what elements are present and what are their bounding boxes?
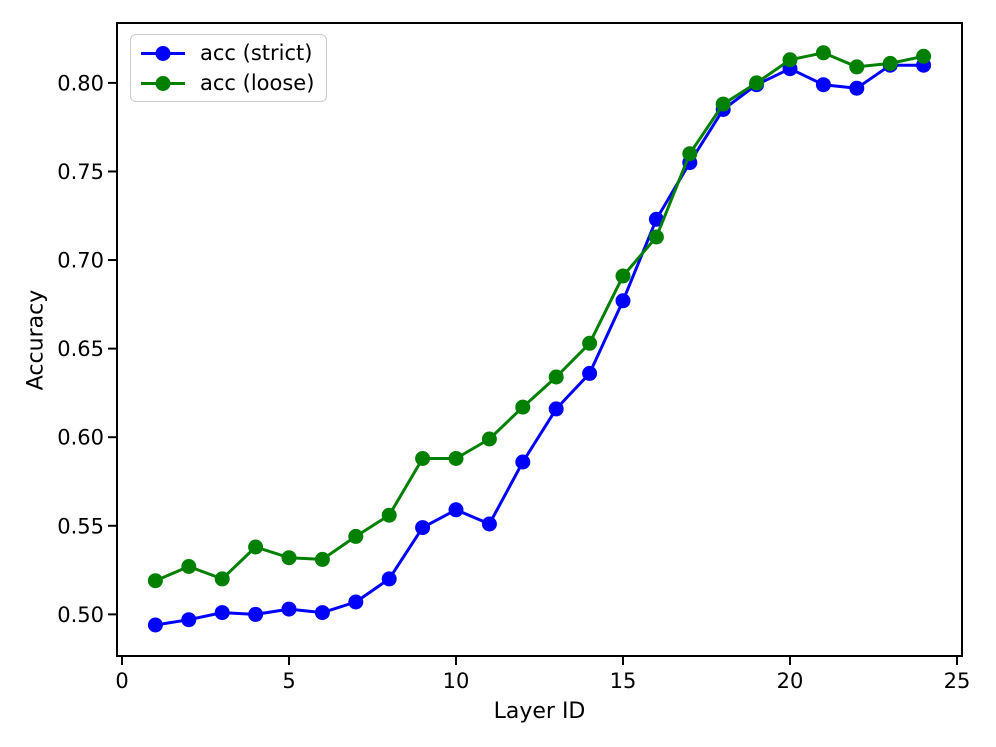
data-point-loose (648, 229, 664, 245)
data-point-loose (214, 571, 230, 587)
data-point-strict (515, 454, 531, 470)
y-axis-label: Accuracy (23, 289, 49, 391)
legend: acc (strict) acc (loose) (130, 34, 328, 102)
data-point-strict (815, 77, 831, 93)
data-point-loose (515, 399, 531, 415)
data-point-loose (582, 335, 598, 351)
data-point-loose (448, 451, 464, 466)
data-point-strict (582, 365, 598, 381)
data-point-strict (615, 293, 631, 309)
data-point-strict (415, 520, 431, 536)
data-point-strict (381, 571, 397, 587)
data-point-strict (648, 211, 664, 227)
y-tick-label: 0.60 (57, 426, 104, 450)
data-point-loose (348, 528, 364, 544)
data-point-loose (916, 48, 932, 64)
data-point-loose (882, 55, 898, 71)
acc-loose-marker-icon (141, 75, 185, 91)
x-tick-label: 25 (944, 669, 971, 693)
acc-loose-legend-dot (155, 75, 171, 91)
data-point-strict (248, 606, 264, 622)
data-point-strict (314, 605, 330, 621)
data-point-loose (782, 52, 798, 68)
plot-border (116, 22, 963, 657)
data-point-strict (448, 502, 464, 518)
data-point-loose (248, 539, 264, 555)
data-point-loose (715, 96, 731, 112)
series-line-strict (153, 63, 926, 627)
data-point-loose (314, 551, 330, 567)
data-point-loose (147, 573, 163, 589)
data-point-loose (415, 451, 431, 466)
data-point-strict (481, 516, 497, 532)
legend-item-acc-loose: acc (loose) (139, 68, 314, 98)
data-point-loose (381, 507, 397, 523)
x-tick-label: 10 (443, 669, 470, 693)
y-tick-label: 0.65 (57, 337, 104, 361)
y-tick-label: 0.55 (57, 514, 104, 538)
data-point-loose (749, 75, 765, 91)
y-tick-label: 0.50 (57, 603, 104, 627)
data-point-loose (481, 431, 497, 447)
legend-item-acc-strict: acc (strict) (139, 38, 314, 68)
data-point-loose (849, 59, 865, 75)
y-tick-label: 0.75 (57, 160, 104, 184)
acc-strict-legend-dot (155, 45, 171, 61)
data-point-strict (214, 605, 230, 621)
data-point-strict (849, 80, 865, 96)
data-point-loose (281, 550, 297, 566)
data-point-loose (682, 146, 698, 162)
y-tick-label: 0.80 (57, 71, 104, 95)
data-point-strict (548, 401, 564, 417)
data-point-strict (348, 594, 364, 610)
legend-label-acc-loose: acc (loose) (200, 70, 315, 95)
x-tick-label: 20 (777, 669, 804, 693)
x-tick-label: 0 (115, 669, 128, 693)
data-point-loose (615, 268, 631, 284)
acc-strict-marker-icon (141, 45, 185, 61)
x-tick-label: 5 (282, 669, 295, 693)
data-point-strict (281, 601, 297, 617)
series-line-loose (153, 51, 926, 583)
data-point-strict (181, 612, 197, 628)
legend-label-acc-strict: acc (strict) (200, 40, 313, 65)
y-tick-label: 0.70 (57, 249, 104, 273)
data-point-loose (815, 45, 831, 61)
data-point-loose (548, 369, 564, 385)
x-tick-label: 15 (610, 669, 637, 693)
data-point-loose (181, 559, 197, 574)
x-axis-label: Layer ID (493, 699, 586, 724)
data-point-strict (147, 617, 163, 633)
